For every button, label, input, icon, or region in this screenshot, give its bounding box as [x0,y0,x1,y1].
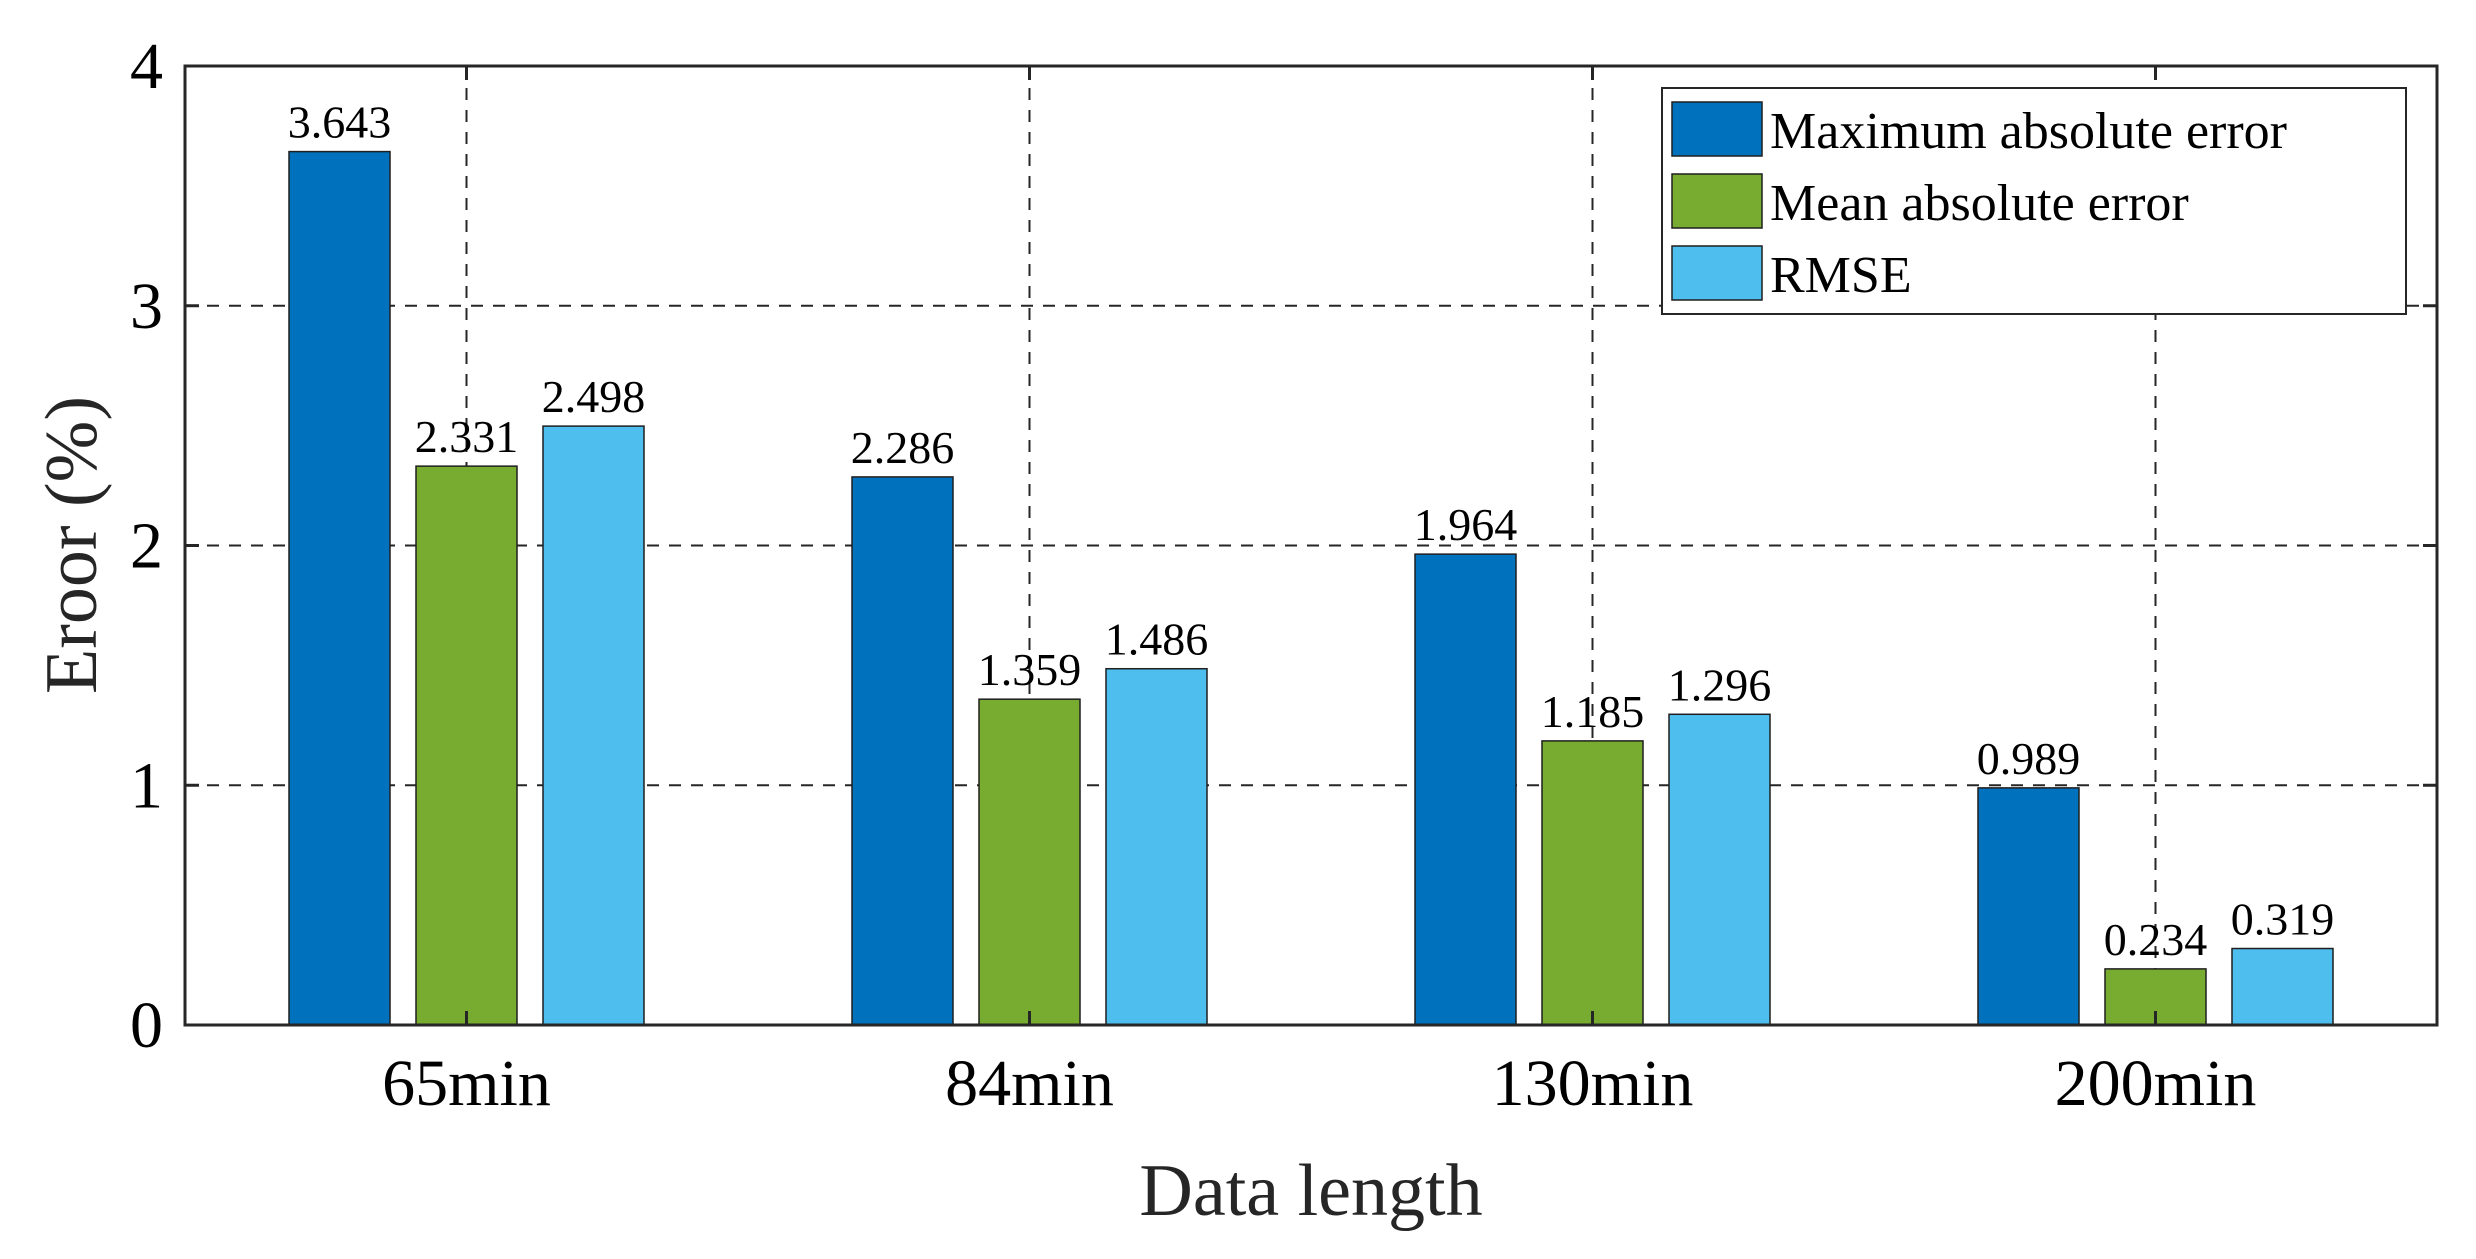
y-axis-label: Eroor (%) [31,396,113,694]
x-tick-label: 65min [382,1047,551,1120]
bar-value-label: 3.643 [288,97,392,148]
x-tick-label: 200min [2055,1047,2257,1120]
legend-swatch-mean [1671,173,1763,229]
bar-value-label: 1.185 [1541,686,1645,737]
y-tick-label: 3 [130,270,163,343]
legend-label-mean: Mean absolute error [1770,175,2189,232]
bar-value-label: 1.964 [1414,499,1518,550]
bar-maximum-absolute-error-65min [288,150,391,1026]
bar-maximum-absolute-error-130min [1414,553,1517,1026]
bar-maximum-absolute-error-84min [851,476,954,1026]
bar-value-label: 0.234 [2104,914,2208,965]
plot-frame [183,64,2439,1027]
bar-value-label: 2.286 [851,422,955,473]
legend-swatch-max [1671,101,1763,157]
legend-swatch-rmse [1671,245,1763,301]
bar-value-label: 2.331 [415,411,519,462]
axis-ticks: 0 1 2 3 4 65min 84min 130min 200min [130,30,2437,1120]
bar-maximum-absolute-error-200min [1977,787,2080,1026]
bar-value-label: 2.498 [542,371,646,422]
bar-value-label: 0.319 [2231,894,2335,945]
legend-label-max: Maximum absolute error [1770,103,2287,160]
bar-value-label: 1.486 [1105,614,1209,665]
y-tick-label: 2 [130,510,163,583]
legend: Maximum absolute error Mean absolute err… [1661,87,2407,315]
legend-box [1661,87,2407,315]
bar-value-label: 0.989 [1977,733,2081,784]
bar-mean-absolute-error-130min [1541,740,1644,1026]
legend-label-rmse: RMSE [1770,247,1912,304]
bar-value-labels: 3.643 2.286 1.964 0.989 2.331 1.359 1.185 0.234… [288,97,2335,965]
bar-rmse-200min [2231,947,2334,1026]
bar-value-label: 1.296 [1668,659,1772,710]
x-tick-label: 84min [945,1047,1114,1120]
y-tick-label: 1 [130,749,163,822]
bar-mean-absolute-error-65min [415,465,518,1026]
x-axis-label: Data length [1139,1150,1482,1232]
y-tick-label: 0 [130,989,163,1062]
x-tick-label: 130min [1492,1047,1694,1120]
bar-rmse-130min [1668,713,1771,1026]
bar-value-label: 1.359 [978,644,1082,695]
y-tick-label: 4 [130,30,163,103]
bar-rmse-65min [542,425,645,1026]
bar-rmse-84min [1105,667,1208,1026]
bar-mean-absolute-error-84min [978,698,1081,1026]
bars [288,150,2334,1026]
